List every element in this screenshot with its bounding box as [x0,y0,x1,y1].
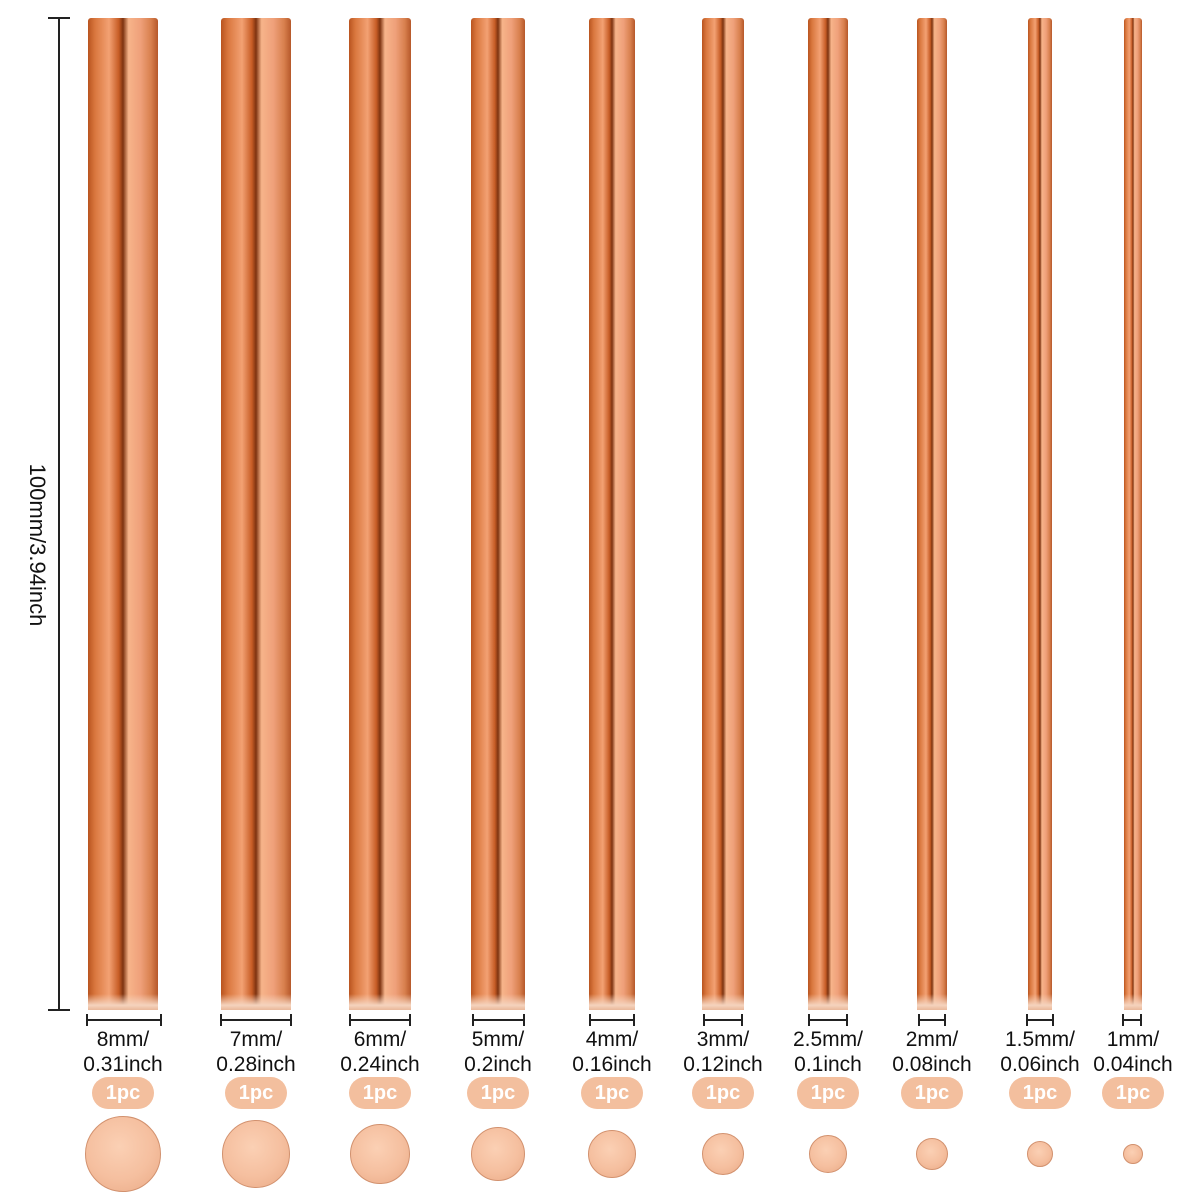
diameter-mm: 2.5mm/ [792,1028,863,1051]
rod-cross-section [222,1120,290,1188]
length-label: 100mm/3.94inch [25,463,50,627]
copper-rod [589,18,635,1010]
rod-cross-section [471,1127,525,1181]
quantity-badge: 1pc [581,1077,643,1109]
diameter-inch: 0.04inch [1093,1053,1173,1076]
diameter-mm: 5mm/ [471,1028,525,1051]
copper-rod [702,18,744,1010]
diameter-label: 3mm/0.12inch [663,1027,783,1077]
diameter-dimension-line [808,1014,848,1026]
rod-cross-section [1027,1141,1053,1167]
diameter-label: 6mm/0.24inch [320,1027,440,1077]
quantity-badge: 1pc [467,1077,529,1109]
length-dimension-line [58,18,60,1010]
diameter-mm: 8mm/ [96,1028,150,1051]
copper-rod [349,18,411,1010]
diameter-inch: 0.24inch [340,1053,420,1076]
copper-rod [88,18,158,1010]
copper-rod [1124,18,1142,1010]
diameter-inch: 0.28inch [216,1053,296,1076]
diameter-label: 7mm/0.28inch [196,1027,316,1077]
copper-rod [917,18,947,1010]
quantity-badge: 1pc [92,1077,154,1109]
rod-cross-section [702,1133,744,1175]
diameter-inch: 0.08inch [892,1053,972,1076]
diameter-dimension-line [1026,1014,1054,1026]
copper-rod [471,18,525,1010]
diameter-inch: 0.31inch [83,1053,163,1076]
diameter-dimension-line [589,1014,635,1026]
copper-rod [808,18,848,1010]
diameter-mm: 4mm/ [585,1028,639,1051]
diameter-label: 2mm/0.08inch [872,1027,992,1077]
diameter-inch: 0.16inch [572,1053,652,1076]
quantity-badge: 1pc [349,1077,411,1109]
diameter-label: 4mm/0.16inch [552,1027,672,1077]
rod-cross-section [588,1130,636,1178]
diameter-mm: 7mm/ [229,1028,283,1051]
copper-rod [1028,18,1052,1010]
diameter-inch: 0.06inch [1000,1053,1080,1076]
copper-rod [221,18,291,1010]
rod-cross-section [916,1138,948,1170]
diameter-inch: 0.2inch [464,1053,532,1076]
rod-cross-section [85,1116,161,1192]
quantity-badge: 1pc [901,1077,963,1109]
quantity-badge: 1pc [1102,1077,1164,1109]
diameter-mm: 1.5mm/ [1004,1028,1075,1051]
diameter-mm: 6mm/ [353,1028,407,1051]
diameter-mm: 1mm/ [1106,1028,1160,1051]
diameter-label: 1.5mm/0.06inch [980,1027,1100,1077]
diameter-dimension-line [703,1014,743,1026]
length-dimension-bottom-tick [48,1009,70,1011]
diameter-label: 5mm/0.2inch [438,1027,558,1077]
diameter-dimension-line [918,1014,946,1026]
rod-cross-section [350,1124,410,1184]
diameter-dimension-line [86,1014,162,1026]
diameter-dimension-line [349,1014,411,1026]
diameter-dimension-line [472,1014,525,1026]
diameter-dimension-line [220,1014,292,1026]
diameter-mm: 2mm/ [905,1028,959,1051]
diameter-label: 2.5mm/0.1inch [768,1027,888,1077]
length-dimension-top-tick [48,17,70,19]
quantity-badge: 1pc [1009,1077,1071,1109]
diameter-inch: 0.1inch [794,1053,862,1076]
quantity-badge: 1pc [797,1077,859,1109]
quantity-badge: 1pc [692,1077,754,1109]
diameter-dimension-line [1122,1014,1142,1026]
diameter-label: 8mm/0.31inch [63,1027,183,1077]
diameter-mm: 3mm/ [696,1028,750,1051]
quantity-badge: 1pc [225,1077,287,1109]
diameter-inch: 0.12inch [683,1053,763,1076]
rod-cross-section [1123,1144,1143,1164]
diameter-label: 1mm/0.04inch [1073,1027,1193,1077]
rod-cross-section [809,1135,847,1173]
